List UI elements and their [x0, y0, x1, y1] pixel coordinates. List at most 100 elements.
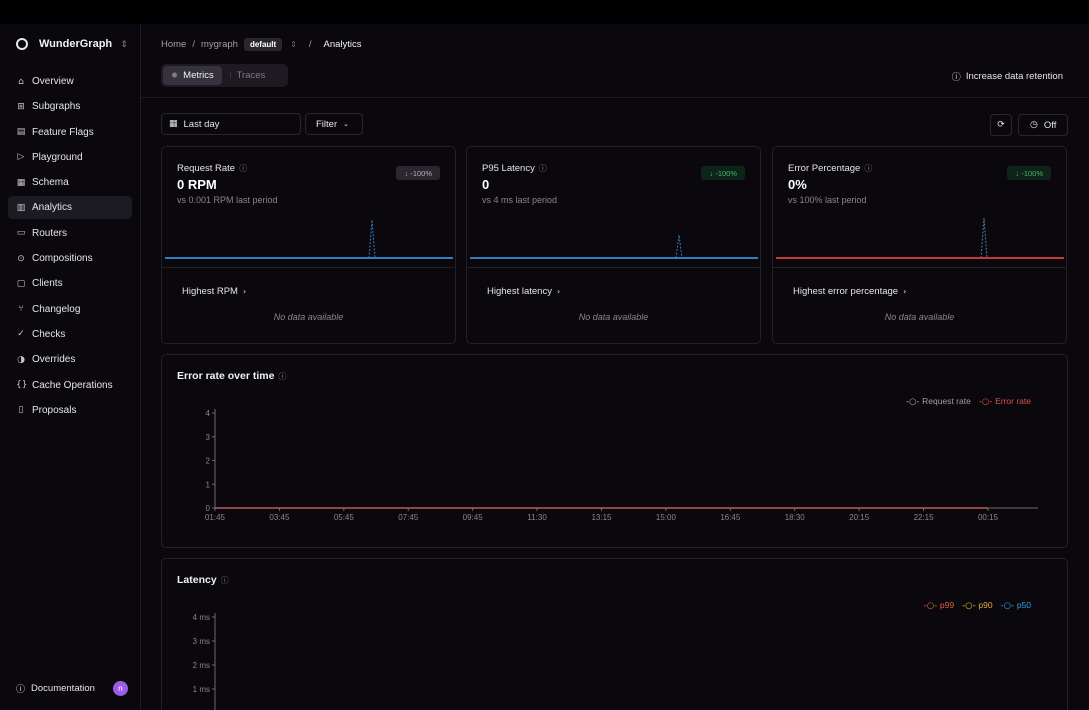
- metric-card-error-percentage: Error Percentage ⓘ 0% vs 100% last period ↓ …: [772, 146, 1067, 344]
- tab-metrics[interactable]: ⚛ Metrics: [163, 66, 222, 85]
- drilldown-label: Highest latency: [487, 286, 552, 297]
- error-rate-title-text: Error rate over time: [177, 370, 275, 382]
- error-rate-chart-title: Error rate over time ⓘ: [177, 370, 286, 382]
- filter-button[interactable]: Filter ⌄: [305, 113, 363, 135]
- namespace-badge[interactable]: default: [243, 37, 283, 51]
- tab-traces[interactable]: ⦙ Traces: [222, 66, 273, 85]
- metric-drilldown-link[interactable]: Highest RPM ›: [182, 286, 246, 297]
- card-divider: [773, 267, 1066, 268]
- y-tick-label: 2: [206, 457, 211, 466]
- breadcrumb-home[interactable]: Home: [161, 38, 187, 50]
- card-divider: [162, 267, 455, 268]
- check-circle-icon: ✓: [17, 329, 25, 340]
- sidebar-item-cache-operations[interactable]: {} Cache Operations: [8, 374, 132, 397]
- x-tick-label: 15:00: [656, 513, 677, 522]
- tab-traces-label: Traces: [236, 70, 266, 81]
- metric-title: Request Rate ⓘ: [177, 163, 247, 174]
- info-icon[interactable]: ⓘ: [278, 372, 287, 381]
- legend-marker-icon: -○-: [923, 601, 940, 611]
- sidebar-item-checks[interactable]: ✓ Checks: [8, 323, 132, 346]
- info-icon[interactable]: ⓘ: [538, 164, 547, 173]
- sidebar-item-label: Routers: [32, 227, 68, 239]
- avatar[interactable]: n: [113, 681, 128, 696]
- x-tick-label: 11:30: [527, 513, 547, 522]
- sidebar-item-overrides[interactable]: ◑ Overrides: [8, 348, 132, 371]
- breadcrumb-graph[interactable]: mygraph: [200, 38, 238, 50]
- breadcrumb: Home / mygraph default ⇕ / Analytics: [161, 37, 362, 51]
- info-icon[interactable]: ⓘ: [239, 164, 248, 173]
- tab-metrics-label: Metrics: [183, 70, 214, 81]
- sidebar-item-proposals[interactable]: ▯ Proposals: [8, 399, 132, 422]
- sidebar-item-label: Proposals: [32, 404, 77, 416]
- x-tick-label: 13:15: [591, 513, 612, 522]
- metric-drilldown-link[interactable]: Highest error percentage ›: [793, 286, 906, 297]
- y-tick-label: 2 ms: [193, 661, 210, 670]
- info-icon[interactable]: ⓘ: [864, 164, 873, 173]
- increase-retention-link[interactable]: ⓘ Increase data retention: [952, 70, 1063, 83]
- legend-label: Request rate: [922, 396, 971, 406]
- metric-drilldown-link[interactable]: Highest latency ›: [487, 286, 560, 297]
- sidebar-item-compositions[interactable]: ⊙ Compositions: [8, 247, 132, 270]
- legend-item-p99[interactable]: -○- p99: [924, 600, 954, 611]
- y-tick-label: 0: [206, 504, 211, 513]
- x-tick-label: 03:45: [269, 513, 290, 522]
- latency-legend: -○- p99 -○- p90 -○- p50: [916, 600, 1031, 611]
- x-tick-label: 05:45: [334, 513, 355, 522]
- metric-title-text: P95 Latency: [482, 163, 535, 174]
- legend-item-p50[interactable]: -○- p50: [1001, 600, 1031, 611]
- legend-item-p90[interactable]: -○- p90: [962, 600, 992, 611]
- sidebar-item-label: Checks: [32, 328, 66, 340]
- delta-badge: ↓ -100%: [1007, 166, 1051, 180]
- metric-comparison: vs 100% last period: [788, 195, 867, 205]
- sidebar-item-feature-flags[interactable]: ▤ Feature Flags: [8, 121, 132, 144]
- calendar-icon: ▦: [169, 119, 178, 129]
- y-tick-label: 1: [206, 480, 211, 489]
- sidebar-item-changelog[interactable]: ⑂ Changelog: [8, 298, 132, 321]
- chevron-up-down-icon: ⇕: [120, 38, 128, 49]
- legend-item-request-rate[interactable]: -○- Request rate: [906, 396, 971, 407]
- latency-chart: 4 ms 3 ms 2 ms 1 ms: [193, 613, 216, 710]
- sidebar-item-analytics[interactable]: ▥ Analytics: [8, 196, 132, 220]
- date-range-picker[interactable]: ▦ Last day: [161, 113, 301, 135]
- wundergraph-logo-icon: [16, 38, 28, 50]
- sidebar-item-playground[interactable]: ▷ Playground: [8, 146, 132, 169]
- sidebar-item-overview[interactable]: ⌂ Overview: [8, 70, 132, 93]
- x-tick-label: 01:45: [205, 513, 226, 522]
- x-tick-label: 09:45: [463, 513, 484, 522]
- documentation-link[interactable]: ⓘ Documentation n: [16, 681, 128, 696]
- legend-marker-icon: -○-: [905, 397, 923, 407]
- flag-icon: ▤: [16, 127, 26, 138]
- chevron-up-down-icon[interactable]: ⇕: [290, 39, 297, 49]
- org-switcher[interactable]: WunderGraph ⇕: [16, 36, 128, 52]
- sidebar-item-routers[interactable]: ▭ Routers: [8, 222, 132, 245]
- delta-badge: ↓ -100%: [701, 166, 745, 180]
- legend-label: p50: [1016, 600, 1031, 610]
- sparkline-spike: [368, 219, 376, 259]
- info-icon[interactable]: ⓘ: [220, 576, 229, 585]
- x-tick-label: 20:15: [849, 513, 870, 522]
- chevron-right-icon: ›: [242, 287, 247, 296]
- play-icon: ▷: [17, 152, 25, 163]
- breadcrumb-current: Analytics: [323, 38, 362, 50]
- org-name: WunderGraph: [39, 38, 113, 50]
- y-tick-label: 3: [206, 433, 211, 442]
- metric-value: 0: [482, 177, 490, 192]
- sidebar-item-clients[interactable]: ▢ Clients: [8, 272, 132, 295]
- sidebar-item-subgraphs[interactable]: ⊞ Subgraphs: [8, 95, 132, 118]
- chevron-right-icon: ›: [903, 287, 907, 296]
- refresh-button[interactable]: ⟳: [990, 114, 1012, 136]
- drilldown-label: Highest RPM: [182, 286, 238, 297]
- breadcrumb-separator: /: [192, 38, 195, 50]
- filter-label: Filter: [316, 118, 338, 130]
- y-tick-label: 3 ms: [193, 637, 210, 646]
- sidebar-item-schema[interactable]: ▦ Schema: [8, 171, 132, 194]
- x-tick-label: 18:30: [785, 513, 806, 522]
- sidebar: WunderGraph ⇕ ⌂ Overview ⊞ Subgraphs ▤ Featur…: [0, 24, 141, 710]
- legend-item-error-rate[interactable]: -○- Error rate: [979, 396, 1031, 407]
- metric-value: 0 RPM: [177, 177, 217, 192]
- help-circle-icon: ⓘ: [16, 685, 26, 695]
- legend-label: Error rate: [995, 396, 1031, 406]
- metric-card-request-rate: Request Rate ⓘ 0 RPM vs 0.001 RPM last peri…: [161, 146, 456, 344]
- auto-refresh-button[interactable]: ◷ Off: [1018, 114, 1068, 136]
- sparkline-chart: [470, 234, 758, 259]
